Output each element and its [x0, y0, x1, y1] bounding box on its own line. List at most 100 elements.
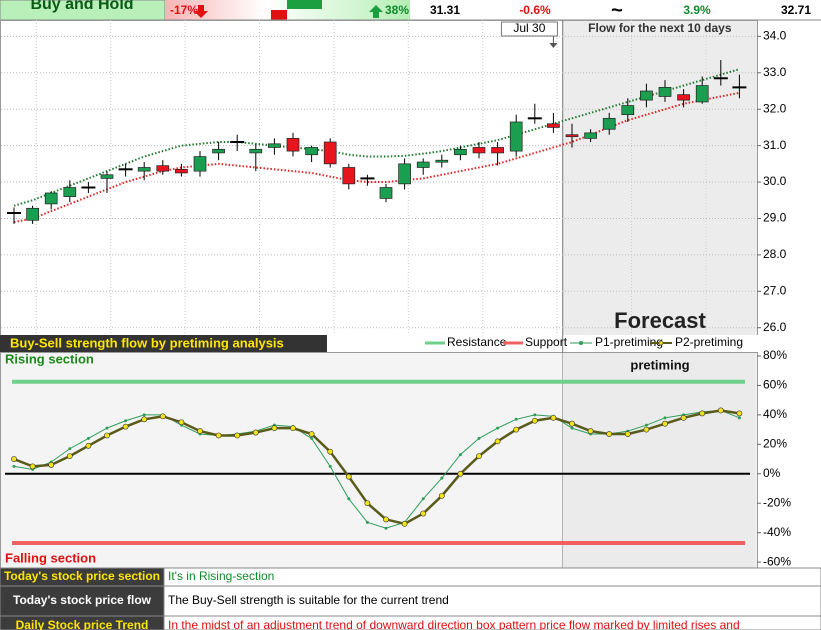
candle-body [212, 148, 225, 154]
candle-body [565, 134, 579, 138]
series-point [252, 429, 259, 436]
candle-body [584, 132, 597, 139]
y-tick-label: 29.0 [763, 211, 787, 225]
series-point [364, 500, 371, 507]
candle-body [286, 138, 300, 152]
series-point [458, 453, 462, 457]
series-point [142, 413, 146, 417]
y-tick-label: -40% [763, 525, 791, 539]
candle-body [435, 159, 449, 163]
y-tick-label: 60% [763, 378, 787, 392]
series-point [550, 414, 557, 421]
series-point [48, 462, 55, 468]
forecast-region [562, 353, 756, 568]
row-label: Today's stock price flow [13, 593, 152, 607]
trend-symbol: ~ [611, 0, 623, 21]
date-arrow [549, 43, 558, 48]
series-point [124, 419, 128, 423]
series-point [347, 497, 351, 501]
series-point [717, 407, 724, 414]
legend-label: P1-pretiming [595, 335, 663, 349]
candle-body [472, 147, 486, 154]
legend-label: Resistance [447, 335, 507, 349]
y-tick-label: 33.0 [763, 65, 787, 79]
series-point [197, 428, 203, 434]
candle-body [547, 123, 560, 128]
y-tick-label: -20% [763, 495, 791, 509]
series-point [494, 438, 501, 445]
down-arrow [194, 5, 208, 18]
bottom-label: Falling section [5, 550, 96, 565]
series-point [531, 417, 538, 424]
series-point [85, 442, 92, 449]
candle-body [602, 117, 616, 130]
series-point [457, 470, 464, 477]
forecast-region [562, 21, 757, 335]
top-label: Rising section [5, 351, 94, 366]
series-point [310, 436, 314, 440]
series-point [438, 492, 445, 499]
candle-body [156, 165, 170, 172]
series-point [420, 510, 427, 517]
candle-body [342, 167, 356, 185]
series-point [514, 417, 518, 421]
legend-label: Support [525, 335, 568, 349]
annotation: pretiming [630, 357, 689, 372]
y-tick-label: 30.0 [763, 174, 787, 188]
legend-dot [658, 340, 664, 346]
candle-body [137, 167, 151, 172]
series-point [477, 436, 481, 440]
series-point [383, 516, 389, 523]
series-point [643, 426, 650, 433]
forecast-price: 32.71 [781, 3, 811, 17]
series-point [141, 416, 148, 423]
y-tick-label: 28.0 [763, 247, 787, 261]
series-point [587, 428, 594, 434]
candle-body [63, 187, 77, 197]
candle-body [100, 174, 114, 179]
candle-body [398, 163, 411, 185]
series-point [736, 410, 743, 417]
low-cell [165, 0, 265, 20]
candle-body [491, 147, 504, 154]
series-point [699, 410, 706, 417]
series-point [624, 431, 631, 437]
series-point [104, 432, 110, 439]
flow-title: Buy-Sell strength flow by pretiming anal… [10, 335, 284, 350]
candle-body [175, 168, 188, 174]
series-point [66, 453, 73, 459]
forecast-change: 3.9% [683, 3, 711, 17]
series-point [12, 464, 16, 468]
row-text-cell [163, 615, 821, 630]
candle-body [249, 148, 263, 154]
y-tick-label: 80% [763, 348, 787, 362]
candle-body [677, 94, 690, 101]
lower-band [13, 91, 740, 224]
low-pct: -17% [170, 3, 198, 17]
series-point [365, 520, 369, 524]
y-tick-label: 26.0 [763, 320, 787, 334]
series-point [345, 473, 352, 480]
series-point [644, 423, 648, 427]
candle-body [193, 156, 207, 172]
series-point [662, 420, 668, 427]
y-tick-label: 20% [763, 436, 787, 450]
series-point [327, 448, 334, 455]
series-point [86, 436, 90, 440]
series-point [513, 426, 520, 433]
row-text: It's in Rising-section [168, 569, 274, 583]
price: 31.31 [430, 3, 460, 17]
up-arrow [369, 5, 383, 18]
candle-body [44, 192, 58, 205]
series-point [178, 419, 185, 426]
y-tick-label: 27.0 [763, 283, 787, 297]
series-point [308, 431, 315, 437]
candle-body [268, 143, 281, 148]
series-line [13, 409, 740, 529]
candle-body [658, 87, 672, 97]
series-point [68, 447, 72, 451]
series-point [328, 464, 332, 468]
candle-body [454, 148, 467, 156]
y-tick-label: 0% [763, 466, 781, 480]
